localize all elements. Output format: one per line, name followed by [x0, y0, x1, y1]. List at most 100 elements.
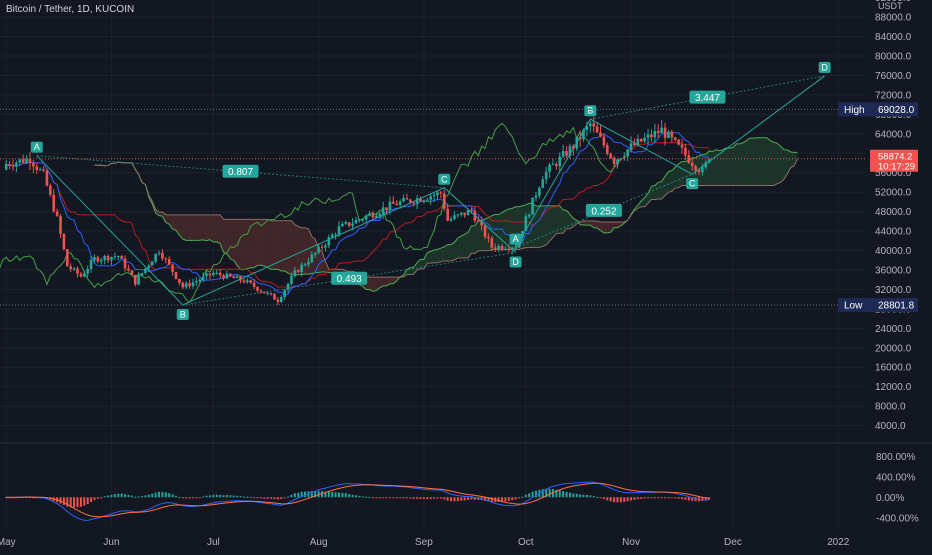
candle-body[interactable]	[491, 238, 494, 248]
candle-body[interactable]	[457, 214, 460, 215]
candle-body[interactable]	[154, 254, 157, 262]
candle-body[interactable]	[127, 269, 130, 271]
candle-body[interactable]	[450, 219, 453, 221]
candle-body[interactable]	[249, 280, 252, 282]
candle-body[interactable]	[107, 256, 110, 260]
candle-body[interactable]	[402, 198, 405, 202]
candle-body[interactable]	[344, 222, 347, 224]
candle-body[interactable]	[314, 253, 317, 255]
candle-body[interactable]	[395, 204, 398, 205]
candle-body[interactable]	[226, 274, 229, 279]
candle-body[interactable]	[165, 259, 168, 260]
candle-body[interactable]	[144, 268, 147, 273]
candle-body[interactable]	[623, 157, 626, 159]
candle-body[interactable]	[698, 170, 701, 172]
candle-body[interactable]	[382, 207, 385, 213]
candle-body[interactable]	[497, 246, 500, 249]
candle-body[interactable]	[80, 274, 83, 277]
candle-body[interactable]	[650, 134, 653, 137]
candle-body[interactable]	[443, 193, 446, 208]
candle-body[interactable]	[603, 137, 606, 146]
candle-body[interactable]	[59, 216, 62, 234]
candle-body[interactable]	[260, 291, 263, 292]
candle-body[interactable]	[368, 214, 371, 216]
candle-body[interactable]	[453, 215, 456, 219]
candle-body[interactable]	[307, 262, 310, 264]
candle-body[interactable]	[229, 274, 232, 277]
candle-body[interactable]	[351, 223, 354, 225]
candle-body[interactable]	[134, 275, 137, 285]
candle-body[interactable]	[487, 237, 490, 238]
candle-body[interactable]	[117, 256, 120, 257]
candle-body[interactable]	[657, 131, 660, 133]
candle-body[interactable]	[175, 272, 178, 279]
candle-body[interactable]	[181, 283, 184, 287]
candle-body[interactable]	[46, 171, 49, 186]
symbol-title[interactable]: Bitcoin / Tether, 1D, KUCOIN	[6, 4, 134, 15]
candle-body[interactable]	[158, 253, 161, 254]
candle-body[interactable]	[365, 216, 368, 220]
candle-body[interactable]	[477, 221, 480, 222]
candle-body[interactable]	[32, 163, 35, 166]
candle-body[interactable]	[22, 159, 25, 162]
candle-body[interactable]	[83, 273, 86, 276]
candle-body[interactable]	[358, 220, 361, 221]
candle-body[interactable]	[93, 257, 96, 260]
candle-body[interactable]	[640, 139, 643, 142]
candle-body[interactable]	[171, 264, 174, 271]
candle-body[interactable]	[5, 164, 8, 170]
candle-body[interactable]	[501, 246, 504, 249]
candle-body[interactable]	[423, 200, 426, 201]
candle-body[interactable]	[266, 293, 269, 294]
candle-body[interactable]	[321, 247, 324, 248]
candle-body[interactable]	[243, 280, 246, 282]
candle-body[interactable]	[399, 202, 402, 206]
candle-body[interactable]	[654, 131, 657, 137]
candle-body[interactable]	[667, 132, 670, 138]
candle-body[interactable]	[328, 237, 331, 245]
candle-body[interactable]	[73, 268, 76, 269]
candle-body[interactable]	[277, 300, 280, 302]
candle-body[interactable]	[151, 262, 154, 266]
candle-body[interactable]	[215, 273, 218, 274]
candle-body[interactable]	[494, 248, 497, 249]
candle-body[interactable]	[76, 268, 79, 273]
candle-body[interactable]	[188, 283, 191, 286]
candle-body[interactable]	[311, 255, 314, 262]
candle-body[interactable]	[202, 276, 205, 280]
candle-body[interactable]	[613, 158, 616, 164]
candle-body[interactable]	[324, 245, 327, 247]
candle-body[interactable]	[219, 273, 222, 276]
candle-body[interactable]	[283, 290, 286, 297]
candle-body[interactable]	[236, 276, 239, 278]
candle-body[interactable]	[12, 166, 15, 167]
candle-body[interactable]	[131, 271, 134, 275]
candle-body[interactable]	[504, 249, 507, 250]
candle-body[interactable]	[280, 297, 283, 302]
candle-body[interactable]	[222, 275, 225, 278]
candle-body[interactable]	[440, 192, 443, 193]
candle-body[interactable]	[412, 202, 415, 203]
candle-body[interactable]	[63, 234, 66, 249]
candle-body[interactable]	[69, 266, 72, 269]
candle-body[interactable]	[338, 226, 341, 234]
candle-body[interactable]	[538, 188, 541, 196]
candle-body[interactable]	[647, 134, 650, 138]
candle-body[interactable]	[592, 123, 595, 126]
candle-body[interactable]	[429, 196, 432, 199]
candle-body[interactable]	[15, 163, 18, 167]
candle-body[interactable]	[436, 192, 439, 195]
candle-body[interactable]	[626, 150, 629, 157]
candle-body[interactable]	[317, 247, 320, 253]
candle-body[interactable]	[273, 294, 276, 299]
candle-body[interactable]	[467, 210, 470, 215]
candle-body[interactable]	[35, 166, 38, 169]
candle-body[interactable]	[42, 169, 45, 170]
candle-body[interactable]	[212, 273, 215, 275]
candle-body[interactable]	[671, 132, 674, 138]
candle-body[interactable]	[232, 276, 235, 278]
candle-body[interactable]	[300, 265, 303, 272]
candle-body[interactable]	[124, 259, 127, 269]
